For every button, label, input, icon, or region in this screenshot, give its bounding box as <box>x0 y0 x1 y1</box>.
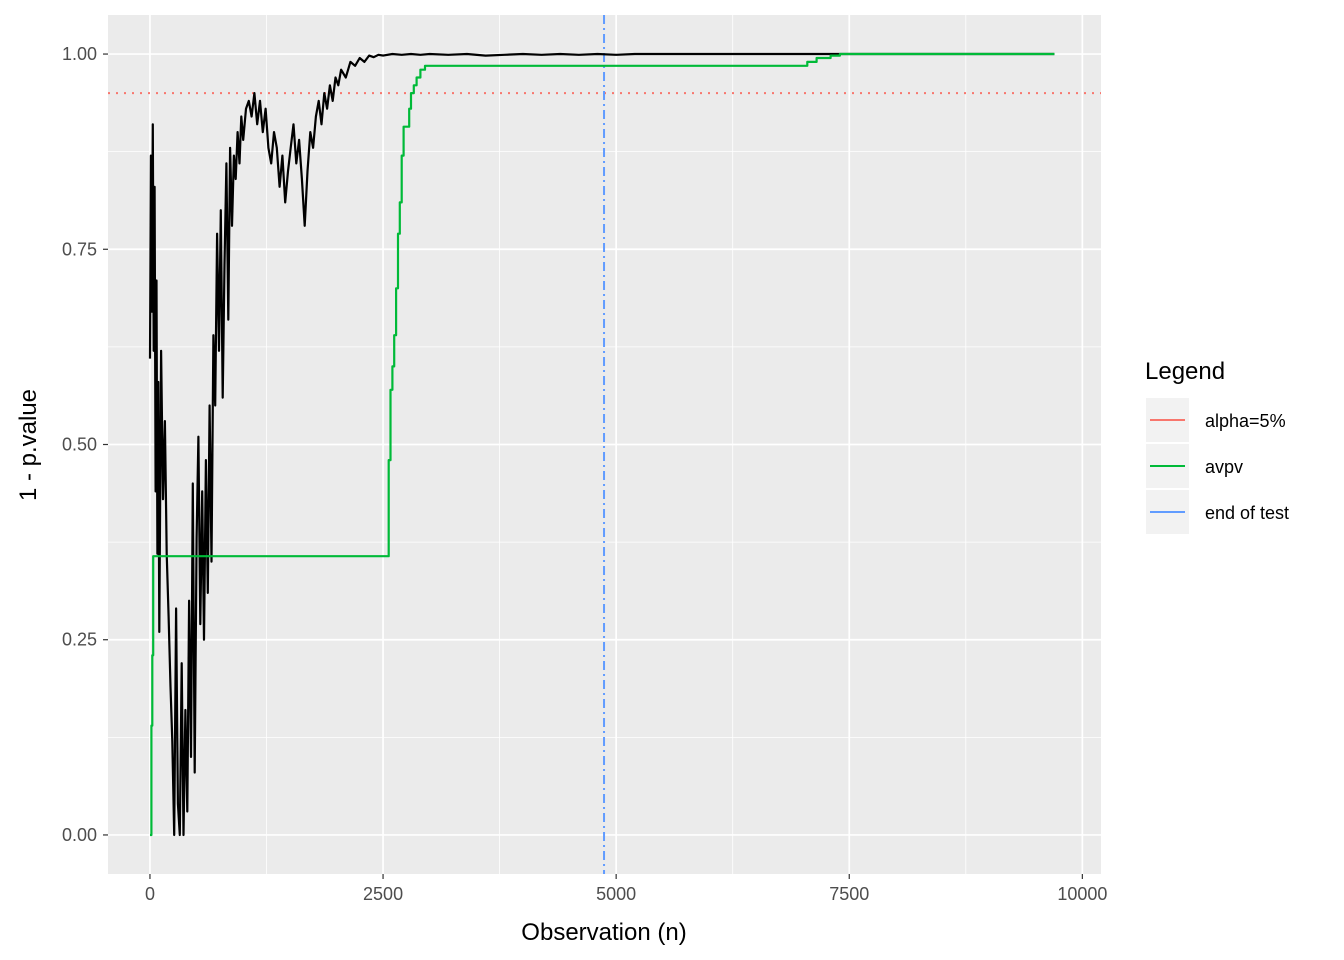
y-tick-label: 1.00 <box>62 44 97 64</box>
y-tick-label: 0.00 <box>62 825 97 845</box>
x-tick-label: 5000 <box>596 884 636 904</box>
y-tick-label: 0.50 <box>62 435 97 455</box>
x-tick-label: 2500 <box>363 884 403 904</box>
x-axis-ticks: 0 2500 5000 7500 10000 <box>145 874 1107 904</box>
legend: Legend alpha=5% avpv end of test <box>1145 358 1289 534</box>
p-value-series-line <box>148 52 1055 837</box>
y-tick-label: 0.25 <box>62 630 97 650</box>
legend-item-end-of-test: end of test <box>1146 490 1289 534</box>
reference-lines <box>108 15 1101 874</box>
x-tick-label: 0 <box>145 884 155 904</box>
legend-label-end-of-test: end of test <box>1205 503 1289 523</box>
avpv-series-line <box>150 52 1055 837</box>
x-axis-title: Observation (n) <box>521 919 686 946</box>
y-axis-title: 1 - p.value <box>15 389 42 501</box>
legend-label-alpha: alpha=5% <box>1205 411 1286 431</box>
legend-label-avpv: avpv <box>1205 457 1243 477</box>
legend-item-avpv: avpv <box>1146 444 1243 488</box>
x-tick-label: 10000 <box>1057 884 1107 904</box>
legend-title: Legend <box>1145 358 1225 385</box>
legend-item-alpha: alpha=5% <box>1146 398 1286 442</box>
y-axis-ticks: 0.00 0.25 0.50 0.75 1.00 <box>62 44 108 845</box>
x-tick-label: 7500 <box>829 884 869 904</box>
y-tick-label: 0.75 <box>62 239 97 259</box>
series-layer <box>148 52 1055 837</box>
